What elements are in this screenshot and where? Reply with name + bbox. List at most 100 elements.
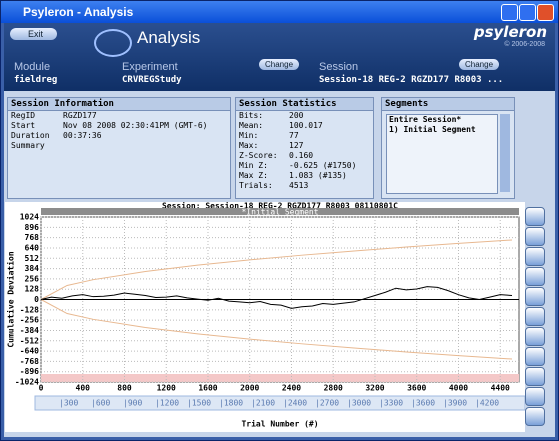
- info-row: Z-Score: 0.160: [239, 151, 373, 161]
- field-label: Trials:: [239, 181, 273, 190]
- info-row: Summary: [11, 141, 230, 151]
- content: Session Information RegID RGZD177 Start Nov …: [4, 91, 555, 437]
- tool-button[interactable]: [525, 307, 545, 326]
- x-tick-label: 3600: [407, 384, 426, 393]
- tool-button[interactable]: [525, 407, 545, 426]
- y-tick-label: -640: [20, 347, 39, 356]
- field-value: 4513: [289, 181, 309, 190]
- field-label: Max Z:: [239, 171, 268, 180]
- info-row: Start Nov 08 2008 02:30:41PM (GMT-6): [11, 121, 230, 131]
- envelope-lower: [40, 299, 513, 360]
- chart-title: Session: Session-18 REG-2 RGZD177 R8003 …: [162, 202, 398, 211]
- scroll-label: |900: [123, 399, 142, 408]
- exit-button[interactable]: Exit: [10, 28, 58, 40]
- field-value: 100.017: [289, 121, 323, 130]
- info-row: Max: 127: [239, 141, 373, 151]
- field-value: RGZD177: [63, 111, 97, 120]
- x-tick-label: 2400: [282, 384, 301, 393]
- tool-button[interactable]: [525, 367, 545, 386]
- scroll-label: |300: [59, 399, 78, 408]
- field-value: 200: [289, 111, 304, 120]
- field-label: Summary: [11, 141, 45, 150]
- segment-list[interactable]: Entire Session* 1) Initial Segment: [386, 114, 498, 194]
- experiment-label: Experiment: [122, 61, 178, 73]
- scroll-label: |4200: [475, 399, 499, 408]
- module-label: Module: [14, 61, 51, 73]
- y-tick-label: -256: [20, 316, 39, 325]
- field-label: Min:: [239, 131, 259, 140]
- tool-button[interactable]: [525, 387, 545, 406]
- tool-button[interactable]: [525, 247, 545, 266]
- tool-button[interactable]: [525, 227, 545, 246]
- tool-button[interactable]: [525, 207, 545, 226]
- field-label: RegID: [11, 111, 36, 120]
- bottom-band: [41, 374, 519, 382]
- x-tick-label: 2000: [240, 384, 259, 393]
- tool-button[interactable]: [525, 347, 545, 366]
- session-value: Session-18 REG-2 RGZD177 R8003 ...: [319, 75, 504, 85]
- change-button[interactable]: Change: [259, 59, 300, 70]
- scroll-label: |3600: [411, 399, 435, 408]
- field-value: 0.160: [289, 151, 314, 160]
- scrollbar[interactable]: [500, 114, 510, 192]
- field-label: Bits:: [239, 111, 264, 120]
- scroll-label: |2400: [283, 399, 307, 408]
- info-row: RegID RGZD177: [11, 111, 230, 121]
- field-label: Z-Score:: [239, 151, 278, 160]
- header: Exit Analysis psyleron © 2006-2008 Modul…: [4, 23, 555, 91]
- y-tick-label: 0: [34, 295, 39, 304]
- panel-title: Session Information: [8, 98, 230, 111]
- change-button[interactable]: Change: [459, 59, 500, 70]
- segment-item: 1) Initial Segment: [389, 125, 476, 134]
- x-tick-label: 400: [76, 384, 91, 393]
- x-tick-label: 4000: [449, 384, 468, 393]
- maximize[interactable]: [519, 4, 536, 21]
- field-value: Nov 08 2008 02:30:41PM (GMT-6): [63, 121, 208, 130]
- scroll-label: |3000: [347, 399, 371, 408]
- info-row: Trials: 4513: [239, 181, 373, 191]
- tool-button[interactable]: [525, 287, 545, 306]
- y-tick-label: 384: [25, 264, 40, 273]
- info-row: Min Z: -0.625 (#1750): [239, 161, 373, 171]
- y-tick-label: 896: [25, 223, 40, 232]
- field-value: 127: [289, 141, 304, 150]
- analysis-icon: [94, 29, 132, 57]
- scroll-label: |1800: [219, 399, 243, 408]
- x-axis-label: Trial Number (#): [241, 419, 318, 429]
- y-tick-label: -768: [20, 357, 39, 366]
- experiment-value: CRVREGStudy: [122, 75, 182, 85]
- scroll-label: |3900: [443, 399, 467, 408]
- session-label: Session: [319, 61, 359, 73]
- segment-label: *Initial Segment: [241, 208, 318, 217]
- y-tick-label: 768: [25, 233, 40, 242]
- app-title: Analysis: [137, 28, 201, 47]
- scroll-label: |600: [91, 399, 110, 408]
- field-label: Start: [11, 121, 36, 130]
- field-label: Duration: [11, 131, 50, 140]
- field-label: Mean:: [239, 121, 264, 130]
- x-tick-label: 4400: [491, 384, 510, 393]
- x-tick-label: 1200: [157, 384, 176, 393]
- chart: Session: Session-18 REG-2 RGZD177 R8003 …: [5, 202, 525, 432]
- field-value: 1.083 (#135): [289, 171, 347, 180]
- title-bar: Psyleron - Analysis: [1, 1, 558, 23]
- y-tick-label: 1024: [20, 213, 39, 222]
- minimize[interactable]: [501, 4, 518, 21]
- x-tick-label: 3200: [365, 384, 384, 393]
- field-label: Max:: [239, 141, 259, 150]
- info-row: Max Z: 1.083 (#135): [239, 171, 373, 181]
- tool-button[interactable]: [525, 267, 545, 286]
- module-value: fieldreg: [14, 75, 58, 85]
- session-stats-panel: Session Statistics Bits: 200 Mean: 100.017 Mi…: [235, 97, 374, 199]
- tool-button[interactable]: [525, 327, 545, 346]
- segment-bar: [41, 208, 519, 215]
- close[interactable]: [537, 4, 554, 21]
- y-axis-label: Cumulative Deviation: [6, 251, 16, 348]
- y-tick-label: 128: [25, 285, 40, 294]
- window-title: Psyleron - Analysis: [23, 5, 134, 19]
- field-value: 77: [289, 131, 299, 140]
- scroll-label: |2700: [315, 399, 339, 408]
- panel-title: Session Statistics: [236, 98, 373, 111]
